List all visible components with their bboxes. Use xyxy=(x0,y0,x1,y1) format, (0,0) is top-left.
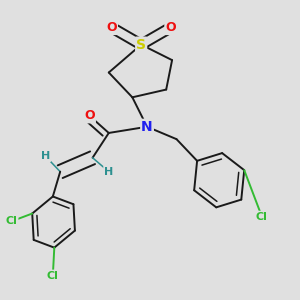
Text: H: H xyxy=(41,151,50,161)
Text: O: O xyxy=(84,110,95,122)
Text: O: O xyxy=(165,21,176,34)
Text: S: S xyxy=(136,38,146,52)
Text: Cl: Cl xyxy=(256,212,268,222)
Text: Cl: Cl xyxy=(6,216,17,226)
Text: Cl: Cl xyxy=(47,271,59,281)
Text: N: N xyxy=(141,120,153,134)
Text: O: O xyxy=(106,21,117,34)
Text: H: H xyxy=(104,167,113,177)
